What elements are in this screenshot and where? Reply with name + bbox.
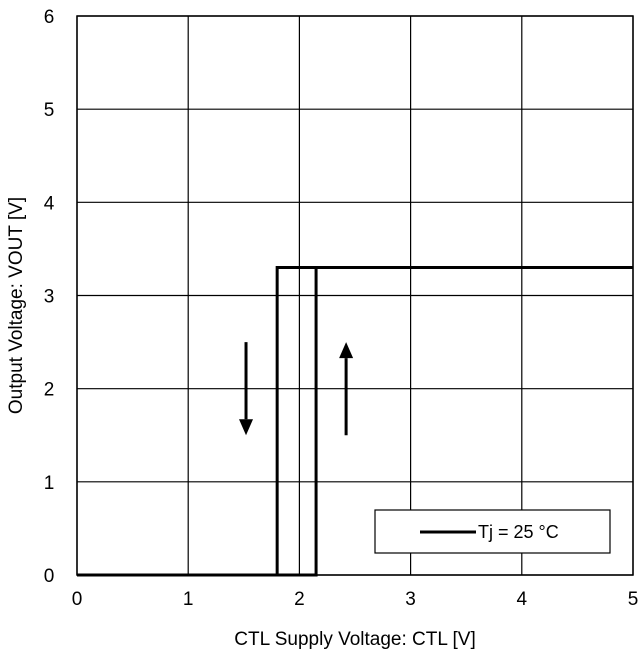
arrow-down-head <box>239 419 254 436</box>
x-tick-label: 5 <box>628 589 639 610</box>
grid <box>76 15 634 576</box>
x-tick-label: 2 <box>294 589 305 610</box>
y-tick-label: 4 <box>44 193 55 214</box>
y-tick-label: 0 <box>44 566 55 587</box>
x-tick-label: 3 <box>405 589 416 610</box>
x-tick-label: 4 <box>517 589 528 610</box>
plot-frame <box>76 15 634 576</box>
annotation-arrows <box>239 342 354 436</box>
tick-labels: 0 1 2 3 4 5 0 1 2 3 4 5 6 <box>44 7 639 610</box>
x-tick-label: 0 <box>72 589 83 610</box>
legend: Tj = 25 °C <box>374 509 611 554</box>
legend-label: Tj = 25 °C <box>478 522 559 542</box>
y-tick-label: 1 <box>44 473 55 494</box>
x-tick-label: 1 <box>183 589 194 610</box>
y-tick-label: 6 <box>44 7 55 28</box>
y-tick-label: 5 <box>44 100 55 121</box>
y-axis-title: Output Voltage: VOUT [V] <box>6 197 27 414</box>
y-tick-label: 3 <box>44 287 55 308</box>
legend-box <box>374 509 611 554</box>
arrow-up-head <box>339 342 354 359</box>
y-tick-label: 2 <box>44 380 55 401</box>
x-axis-title: CTL Supply Voltage: CTL [V] <box>234 629 476 650</box>
